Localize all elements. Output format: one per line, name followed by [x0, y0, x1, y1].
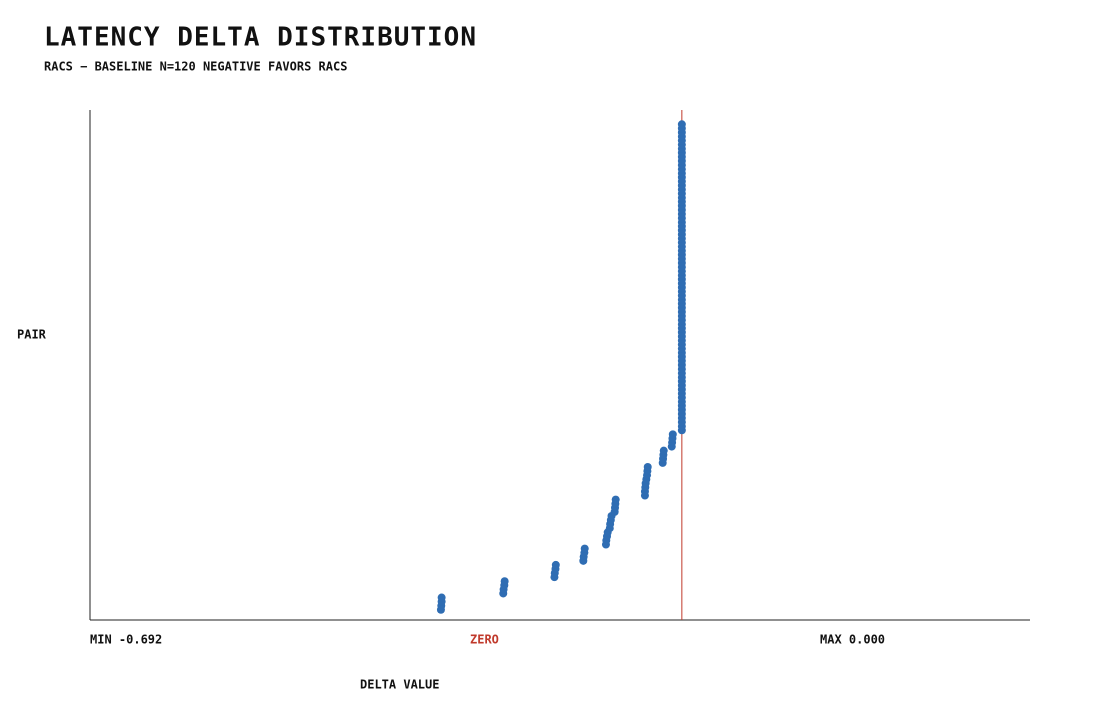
point	[611, 495, 620, 504]
zero-label: ZERO	[470, 633, 499, 647]
point	[580, 544, 589, 553]
point	[500, 577, 509, 586]
chart-subtitle: RACS − BASELINE N=120 NEGATIVE FAVORS RA…	[44, 60, 347, 74]
max-label: MAX 0.000	[820, 633, 885, 647]
point	[437, 593, 446, 602]
chart-title: LATENCY DELTA DISTRIBUTION	[44, 23, 477, 53]
point	[551, 560, 560, 569]
point	[643, 463, 652, 471]
y-axis-label: PAIR	[17, 328, 47, 342]
x-axis-label: DELTA VALUE	[360, 678, 439, 692]
point	[668, 430, 677, 439]
point	[659, 446, 668, 455]
min-label: MIN -0.692	[90, 633, 162, 647]
point	[677, 120, 686, 129]
